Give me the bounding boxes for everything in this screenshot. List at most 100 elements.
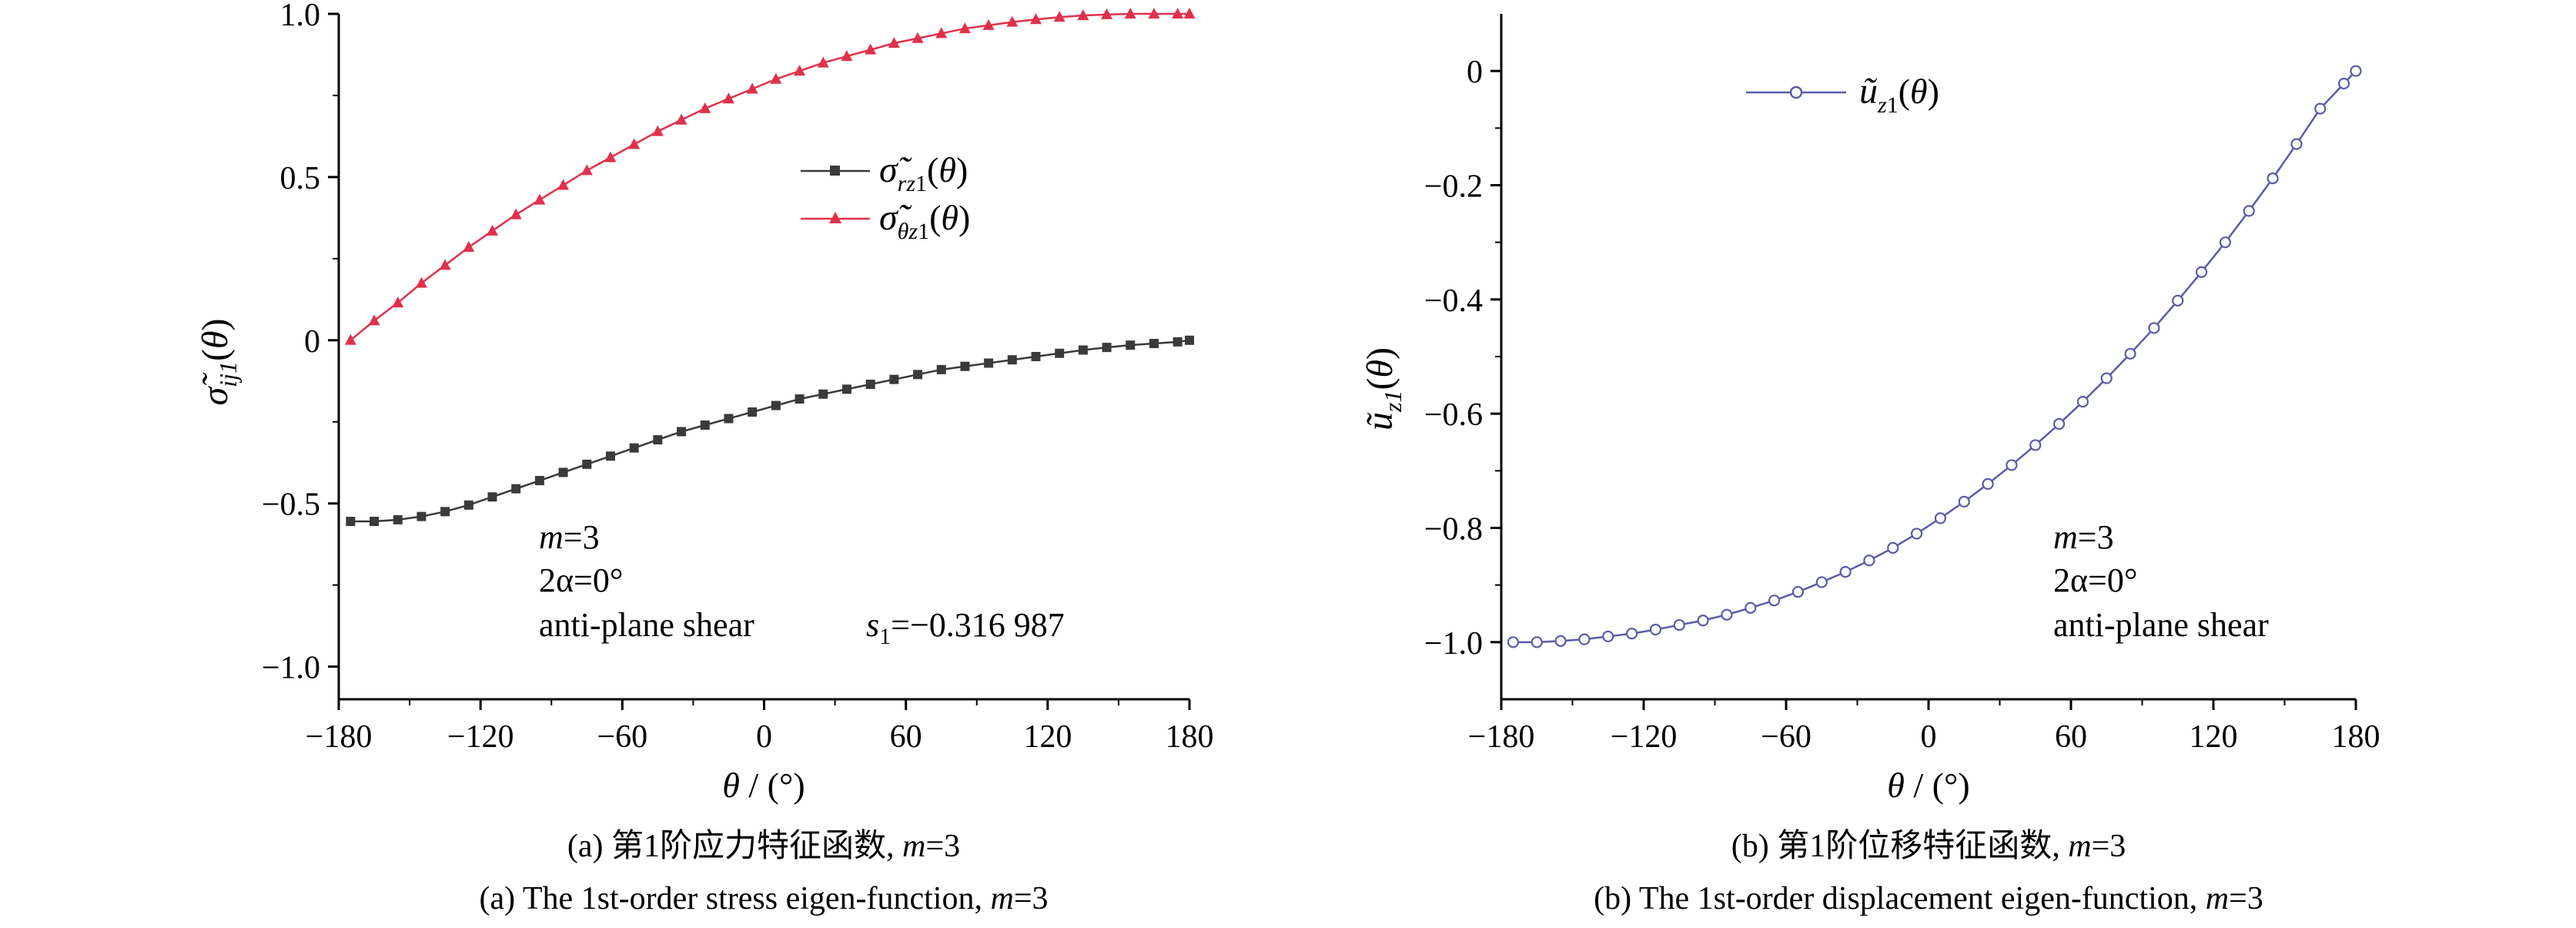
data-point-square (841, 384, 851, 394)
data-point-circle (2029, 439, 2042, 451)
data-point-triangle (912, 32, 924, 43)
series-line-0-1 (350, 12, 1189, 341)
x-tick-label: 0 (756, 719, 772, 755)
data-point-triangle (557, 179, 570, 190)
chart-a-caption-en: (a) The 1st-order stress eigen-function,… (479, 881, 1048, 916)
data-point-circle (1625, 628, 1638, 640)
data-point-circle (1554, 635, 1567, 647)
data-point-square (653, 435, 663, 445)
y-tick-label: −0.4 (1424, 283, 1483, 319)
data-point-square (724, 414, 734, 424)
data-point-circle (1910, 528, 1923, 540)
x-tick-label: −180 (1468, 719, 1535, 755)
chart-a: −180 −120 −60 0 60 120 180 −1.0 −0.5 0 0.5 1.0 σ̃i… (195, 0, 1214, 916)
chart-a-annot-m: m=3 (539, 518, 600, 556)
x-tick-label: −60 (597, 719, 647, 755)
data-point-circle (1934, 512, 1947, 524)
data-point-triangle (415, 276, 427, 288)
data-point-triangle (628, 138, 641, 149)
data-point-square (440, 507, 450, 517)
data-point-square (913, 370, 923, 380)
data-point-triangle (958, 22, 971, 34)
chart-b-x-ticks: −180 −120 −60 0 60 120 180 (1468, 699, 2380, 755)
data-point-square (1055, 348, 1065, 358)
y-tick-label: −1.0 (262, 651, 320, 686)
y-tick-label: 0 (304, 324, 320, 360)
data-point-square (1185, 335, 1194, 345)
x-tick-label: 60 (890, 719, 922, 755)
chart-b: −180 −120 −60 0 60 120 180 −1.0 −0.8 −0.6 −0.4 −0.… (1360, 14, 2380, 916)
data-point-circle (1887, 541, 1899, 554)
data-point-square (1078, 345, 1088, 355)
data-point-triangle (770, 72, 782, 84)
data-point-circle (2052, 417, 2066, 430)
data-point-circle (2219, 236, 2232, 249)
data-point-triangle (344, 333, 356, 345)
data-point-triangle (1006, 15, 1019, 27)
chart-a-y-ticks: −1.0 −0.5 0 0.5 1.0 (262, 0, 339, 686)
data-point-square (960, 361, 970, 371)
data-point-triangle (794, 65, 806, 76)
data-point-circle (2148, 322, 2160, 334)
data-point-square (1173, 337, 1183, 347)
data-point-square (582, 459, 592, 469)
data-point-square (677, 427, 687, 437)
data-point-square (1102, 343, 1112, 353)
y-tick-label: −0.2 (1424, 169, 1483, 205)
chart-a-legend: σ̃rz1(θ) σ̃θz1(θ) (801, 149, 970, 244)
data-point-square (795, 394, 805, 404)
chart-b-annot-shear: anti-plane shear (2053, 606, 2269, 644)
chart-a-caption-cn: (a) 第1阶应力特征函数, m=3 (567, 828, 960, 864)
data-point-triangle (1183, 8, 1196, 18)
chart-b-caption-cn: (b) 第1阶位移特征函数, m=3 (1731, 828, 2126, 864)
data-point-square (1031, 352, 1041, 361)
data-point-square (748, 407, 758, 417)
chart-b-plot-area (1501, 14, 2356, 699)
data-point-triangle (604, 151, 617, 162)
data-point-square (393, 514, 403, 524)
data-point-square (370, 517, 380, 527)
data-point-circle (2314, 102, 2327, 115)
data-point-circle (2100, 372, 2113, 384)
chart-b-y-ticks: −1.0 −0.8 −0.6 −0.4 −0.2 0 (1424, 55, 1501, 662)
x-tick-label: 60 (2055, 719, 2087, 755)
data-point-square (700, 420, 710, 430)
y-tick-label: −0.8 (1424, 512, 1483, 548)
data-point-circle (1697, 615, 1709, 627)
chart-b-annot-m: m=3 (2053, 518, 2114, 556)
y-tick-label: −0.6 (1424, 397, 1483, 433)
data-point-circle (2290, 138, 2303, 150)
chart-a-annot-shear: anti-plane shear (539, 606, 754, 644)
data-point-square (865, 380, 875, 390)
data-point-circle (2172, 294, 2184, 307)
data-point-square (1126, 340, 1136, 350)
data-point-triangle (580, 164, 593, 176)
y-tick-label: 0 (1467, 55, 1483, 90)
legend-label-u-z1: ũz1(θ) (1859, 71, 1939, 118)
data-point-circle (2267, 173, 2279, 185)
x-tick-label: 120 (2190, 719, 2238, 755)
x-tick-label: 0 (1921, 719, 1937, 755)
data-point-circle (1958, 495, 1970, 508)
x-tick-label: 180 (1166, 719, 1214, 755)
chart-a-x-ticks: −180 −120 −60 0 60 120 180 (306, 699, 1214, 755)
data-point-triangle (392, 296, 404, 308)
data-point-square (417, 511, 427, 521)
data-point-circle (1507, 636, 1520, 648)
chart-b-annot-alpha: 2α=0° (2053, 561, 2137, 599)
chart-a-annot-s1: s1=−0.316 987 (866, 606, 1065, 649)
data-point-triangle (982, 18, 995, 30)
data-point-triangle (1029, 13, 1042, 25)
chart-b-y-axis-title: ũz1(θ) (1360, 347, 1407, 430)
data-point-triangle (368, 314, 380, 326)
data-point-circle (1863, 554, 1875, 567)
x-tick-label: 180 (2332, 719, 2380, 755)
x-tick-label: −120 (447, 719, 514, 755)
data-point-circle (2124, 347, 2136, 360)
data-point-triangle (841, 50, 853, 62)
chart-b-legend: ũz1(θ) (1746, 71, 1939, 118)
chart-b-series (1507, 65, 2362, 648)
data-point-triangle (746, 82, 758, 94)
data-point-square (605, 451, 615, 461)
data-point-circle (2195, 266, 2208, 278)
